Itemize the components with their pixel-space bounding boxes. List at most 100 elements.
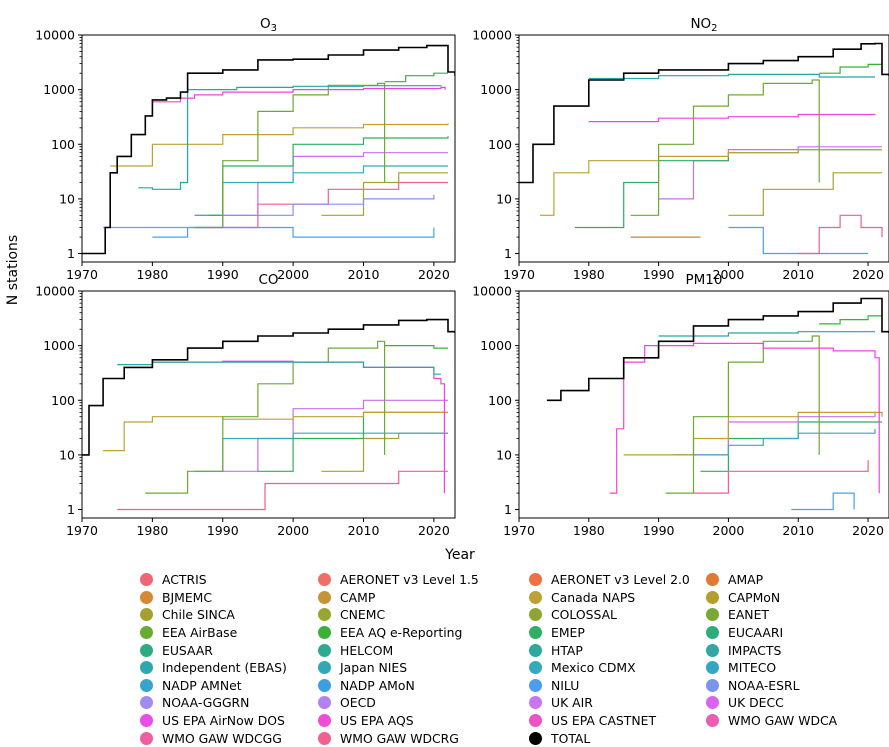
series-line-china-mee-chile-sinca: [321, 172, 448, 216]
y-tick-label: 10000: [472, 284, 512, 299]
legend-item: AERONET v3 Level 2.0: [529, 571, 706, 589]
series-line-independent-ebas: [588, 73, 875, 80]
legend-marker-icon: [318, 714, 331, 728]
y-tick-label: 1: [67, 502, 75, 517]
legend-label: NOAA-GGGRN: [162, 695, 250, 711]
legend-label: CAPMoN: [728, 589, 781, 605]
series-group: [546, 297, 889, 511]
legend-marker-icon: [318, 608, 331, 622]
legend-item: NADP AMNet: [140, 677, 318, 695]
legend-label: EEA AQ e-Reporting: [340, 625, 463, 641]
legend-item: Mexico CDMX: [529, 659, 706, 677]
legend-item: EUSAAR: [140, 641, 318, 659]
legend-marker-icon: [318, 678, 331, 692]
panel-title-main: O: [260, 16, 271, 32]
legend-item: WMO GAW WDCA: [706, 712, 886, 730]
series-line-uk-air: [194, 152, 448, 216]
plot-frame: [81, 290, 456, 519]
legend-label: COLOSSAL: [551, 607, 617, 623]
legend-marker-icon: [140, 573, 153, 587]
legend-item: TOTAL: [529, 729, 706, 747]
legend-marker-icon: [529, 626, 542, 640]
legend-label: EMEP: [551, 625, 585, 641]
y-tick-label: 10000: [472, 28, 512, 43]
x-tick-label: 2000: [277, 267, 309, 282]
series-line-wmo-gaw-wdcgg: [798, 214, 883, 255]
x-tick-label: 1980: [573, 523, 605, 538]
legend-item: AERONET v3 Level 1.5: [318, 571, 529, 589]
legend-marker-icon: [140, 608, 153, 622]
x-tick-label: 2010: [782, 267, 814, 282]
legend-item: HELCOM: [318, 641, 529, 659]
series-line-canada-naps: [623, 411, 883, 456]
series-line-wmo-gaw-wdcgg: [117, 470, 448, 511]
series-line-independent-ebas: [658, 331, 875, 337]
legend-item: EEA AQ e-Reporting: [318, 624, 529, 642]
panel-title: PM10: [686, 272, 723, 288]
legend-item: NOAA-GGGRN: [140, 694, 318, 712]
panel-title: NO2: [690, 16, 717, 34]
legend-label: OECD: [340, 695, 376, 711]
plot-frame: [81, 34, 456, 263]
x-tick-label: 2000: [277, 523, 309, 538]
x-tick-label: 1980: [136, 267, 168, 282]
legend-item: EUCAARI: [706, 624, 886, 642]
legend-marker-icon: [140, 696, 153, 710]
legend-marker-icon: [529, 661, 542, 675]
y-tick-label: 10: [496, 191, 512, 206]
legend-item: NILU: [529, 677, 706, 695]
x-tick-label: 2020: [418, 523, 450, 538]
series-line-eea-airbase: [630, 79, 820, 216]
legend-item: COLOSSAL: [529, 606, 706, 624]
legend-label: EUCAARI: [728, 625, 784, 641]
legend-item: Chile SINCA: [140, 606, 318, 624]
series-line-eea-airbase: [194, 82, 386, 229]
x-axis-label: Year: [444, 547, 475, 563]
legend-marker-icon: [318, 661, 331, 675]
legend-item: CNEMC: [318, 606, 529, 624]
legend-marker-icon: [140, 661, 153, 675]
legend-marker-icon: [140, 714, 153, 728]
legend-label: Japan NIES: [340, 660, 408, 676]
legend-marker-icon: [706, 696, 719, 710]
series-line-us-epa-aqs: [588, 113, 876, 123]
series-line-total: [82, 44, 455, 255]
legend-marker-icon: [140, 590, 153, 604]
legend-label: HTAP: [551, 642, 583, 658]
legend-item: CAMP: [318, 589, 529, 607]
series-line-wmo-gaw-wdcgg: [194, 181, 448, 229]
y-tick-label: 10: [59, 447, 75, 462]
legend-item: NADP AMoN: [318, 677, 529, 695]
chart-panel-1: 1970 1980 1990 2000 2010 2020 1 10 100 1000 10000 N…: [472, 16, 889, 282]
series-line-nilu: [728, 226, 869, 255]
legend-label: ACTRIS: [162, 572, 207, 588]
series-line-wmo-gaw-wdcgg: [693, 460, 869, 494]
x-tick-label: 2020: [418, 267, 450, 282]
plot-frame: [518, 290, 889, 519]
legend-marker-icon: [529, 608, 542, 622]
x-tick-label: 1980: [573, 267, 605, 282]
x-tick-label: 1990: [207, 523, 239, 538]
legend-marker-icon: [706, 661, 719, 675]
x-tick-label: 1990: [207, 267, 239, 282]
series-line-us-epa-aqs: [609, 342, 880, 494]
y-tick-label: 10000: [35, 28, 75, 43]
panel-title: O3: [260, 16, 277, 34]
legend-label: WMO GAW WDCA: [728, 713, 838, 729]
legend-label: AMAP: [728, 572, 764, 588]
series-line-canada-naps: [539, 149, 882, 216]
legend-marker-icon: [529, 714, 542, 728]
legend-label: EANET: [728, 607, 769, 623]
y-tick-label: 1: [504, 502, 512, 517]
legend-marker-icon: [140, 643, 153, 657]
x-tick-label: 1980: [136, 523, 168, 538]
legend-label: UK AIR: [551, 695, 593, 711]
x-tick-label: 1970: [66, 523, 98, 538]
chart-panel-2: 1970 1980 1990 2000 2010 2020 1 10 100 1000 10000 C…: [35, 272, 456, 538]
legend-item: US EPA AQS: [318, 712, 529, 730]
x-tick-label: 1970: [503, 523, 535, 538]
series-line-china-mee-chile-sinca: [728, 172, 882, 216]
legend-marker-icon: [318, 573, 331, 587]
legend-item: Independent (EBAS): [140, 659, 318, 677]
legend-item: AMAP: [706, 571, 886, 589]
